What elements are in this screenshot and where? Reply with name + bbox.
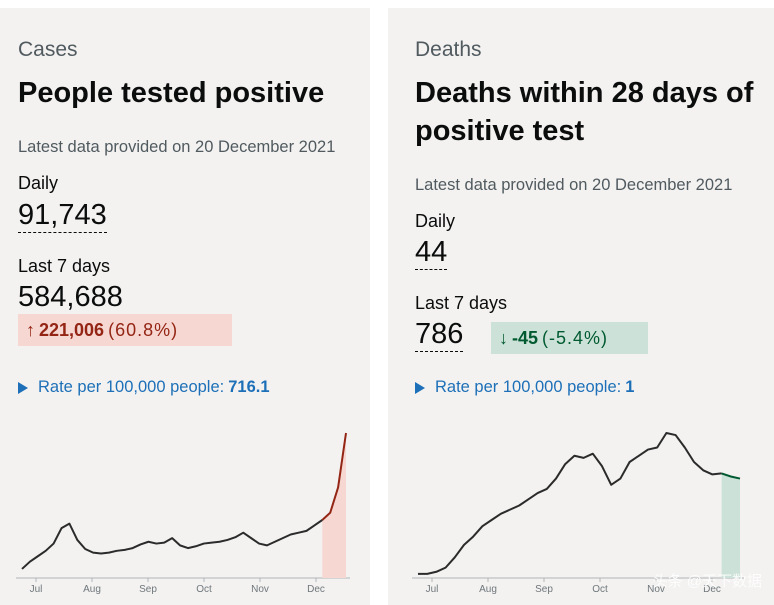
week-label: Last 7 days bbox=[18, 256, 111, 276]
month-label: Nov bbox=[647, 584, 665, 595]
rate-value: 1 bbox=[625, 378, 635, 396]
change-badge: ↑ 221,006 (60.8%) bbox=[18, 314, 232, 346]
series-line bbox=[418, 432, 722, 575]
month-label: Dec bbox=[703, 584, 721, 595]
change-value: -45 bbox=[512, 328, 539, 348]
week-label: Last 7 days bbox=[415, 293, 508, 313]
recent-period-area bbox=[322, 433, 346, 578]
rate-toggle[interactable]: Rate per 100,000 people: 716.1 bbox=[18, 378, 270, 397]
card-heading[interactable]: Deaths within 28 days of positive test bbox=[415, 77, 754, 147]
month-label: Aug bbox=[479, 584, 497, 595]
card-category: Cases bbox=[18, 38, 78, 61]
month-label: Dec bbox=[307, 584, 325, 595]
deaths-card: Deaths Deaths within 28 days of positive… bbox=[388, 8, 774, 605]
month-label: Jul bbox=[30, 584, 43, 595]
daily-value[interactable]: 44 bbox=[415, 236, 448, 270]
week-value[interactable]: 584,688 bbox=[18, 281, 123, 315]
month-label: Oct bbox=[196, 584, 212, 595]
triangle-right-icon bbox=[415, 381, 425, 394]
card-category: Deaths bbox=[415, 38, 482, 61]
month-label: Sep bbox=[535, 584, 553, 595]
month-label: Jul bbox=[426, 584, 439, 595]
cases-card: Cases People tested positive Latest data… bbox=[0, 8, 370, 605]
card-heading[interactable]: People tested positive bbox=[18, 77, 325, 109]
latest-data-note: Latest data provided on 20 December 2021 bbox=[415, 176, 733, 194]
latest-data-note: Latest data provided on 20 December 2021 bbox=[18, 138, 336, 156]
month-label: Aug bbox=[83, 584, 101, 595]
change-percent: (60.8%) bbox=[108, 320, 179, 340]
recent-series-line bbox=[321, 432, 347, 521]
daily-value[interactable]: 91,743 bbox=[18, 199, 107, 233]
recent-series-line bbox=[721, 472, 741, 480]
watermark: 头条 @天下数据 bbox=[652, 573, 762, 590]
change-badge: ↓ -45 (-5.4%) bbox=[491, 322, 648, 354]
rate-label: Rate per 100,000 people: bbox=[435, 378, 622, 396]
recent-period-area bbox=[721, 473, 740, 578]
change-percent: (-5.4%) bbox=[542, 328, 609, 348]
arrow-up-icon: ↑ bbox=[26, 320, 35, 340]
cases-chart: Jul Aug Sep Oct Nov Dec bbox=[16, 432, 350, 595]
daily-label: Daily bbox=[415, 211, 456, 231]
arrow-down-icon: ↓ bbox=[499, 328, 508, 348]
triangle-right-icon bbox=[18, 381, 28, 394]
month-label: Sep bbox=[139, 584, 157, 595]
daily-label: Daily bbox=[18, 173, 59, 193]
rate-toggle[interactable]: Rate per 100,000 people: 1 bbox=[415, 378, 634, 397]
change-value: 221,006 bbox=[39, 320, 105, 340]
deaths-chart: Jul Aug Sep Oct Nov Dec bbox=[412, 432, 744, 595]
month-label: Oct bbox=[592, 584, 608, 595]
month-label: Nov bbox=[251, 584, 269, 595]
rate-value: 716.1 bbox=[228, 378, 270, 396]
series-line bbox=[21, 519, 323, 570]
rate-label: Rate per 100,000 people: bbox=[38, 378, 225, 396]
week-value[interactable]: 786 bbox=[415, 318, 464, 352]
